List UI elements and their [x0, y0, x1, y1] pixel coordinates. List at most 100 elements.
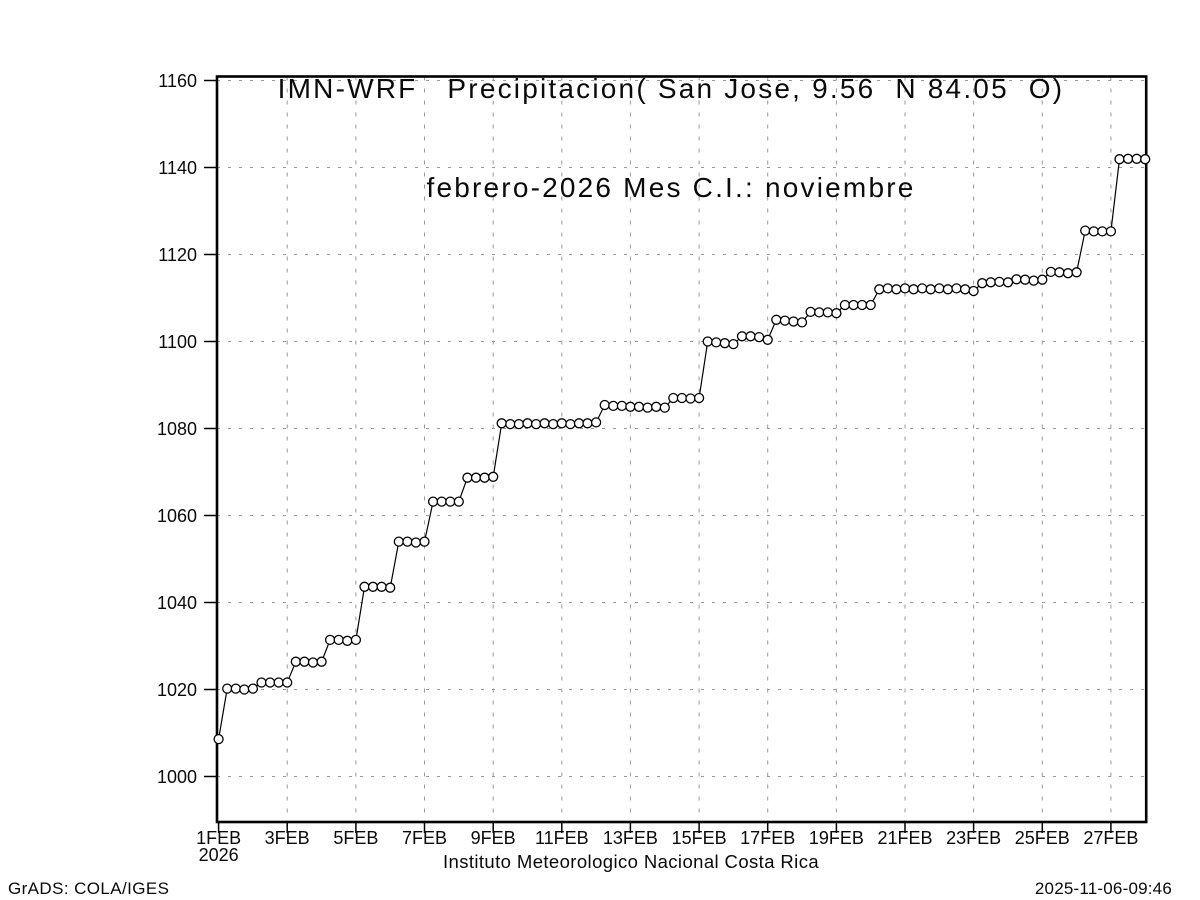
data-point [582, 418, 593, 429]
data-point [925, 284, 936, 295]
data-point [307, 657, 319, 668]
data-point [608, 400, 619, 412]
chart-title-line2: febrero-2026 Mes C.I.: noviembre [426, 172, 916, 203]
x-tick-label: 1FEB [196, 828, 241, 848]
data-point [1114, 154, 1125, 165]
data-point [968, 285, 979, 297]
data-point [788, 316, 799, 327]
data-point [410, 537, 422, 548]
data-point [753, 331, 765, 343]
y-tick-label: 1060 [157, 506, 197, 526]
data-point [530, 418, 542, 430]
data-point [222, 683, 233, 694]
data-point [1088, 226, 1099, 237]
data-point [668, 392, 679, 404]
data-point [273, 677, 284, 688]
data-point [427, 496, 439, 507]
x-tick-label: 11FEB [535, 828, 589, 848]
data-point [1122, 153, 1134, 164]
data-point [822, 307, 833, 318]
data-point [548, 418, 559, 430]
data-point [445, 496, 456, 507]
y-tick-label: 1160 [158, 71, 197, 91]
data-point [419, 536, 430, 547]
data-point [1019, 274, 1031, 285]
x-tick-label: 27FEB [1083, 828, 1138, 848]
data-point [282, 677, 293, 688]
data-point [385, 582, 396, 593]
data-point [1037, 274, 1048, 285]
data-point [462, 472, 473, 483]
chart-caption: Instituto Meteorologico Nacional Costa R… [442, 851, 820, 872]
data-point [771, 314, 782, 325]
data-point [1131, 153, 1142, 164]
data-point [719, 338, 730, 349]
data-point [565, 418, 576, 430]
data-point [856, 299, 868, 311]
data-point [865, 299, 876, 311]
data-point [436, 496, 447, 507]
data-point [728, 338, 739, 350]
x-tick-label: 13FEB [603, 828, 658, 848]
timestamp: 2025-11-06-09:46 [1034, 879, 1172, 898]
data-point [745, 331, 756, 342]
data-point [779, 315, 791, 326]
data-point [814, 307, 825, 318]
data-point [350, 634, 362, 646]
data-point [994, 276, 1005, 288]
data-point [891, 284, 902, 295]
data-point [762, 334, 773, 345]
data-point [402, 536, 413, 547]
y-tick-label: 1140 [158, 158, 197, 178]
data-point [247, 683, 259, 694]
data-point [573, 418, 585, 429]
y-tick-label: 1100 [158, 332, 197, 352]
data-point [848, 299, 859, 311]
data-point [393, 536, 404, 547]
data-point [1028, 275, 1039, 286]
data-point [367, 581, 379, 592]
chart-title: IMN-WRF Precipitacion( San Jose, 9.56 N … [278, 6, 1065, 270]
data-point [599, 399, 610, 411]
x-tick-label: 19FEB [809, 828, 864, 848]
x-year-label: 2026 [199, 845, 239, 865]
data-point [1062, 268, 1074, 279]
data-point [590, 417, 602, 428]
data-point [453, 496, 464, 507]
data-point [1105, 226, 1117, 237]
data-point [333, 634, 344, 646]
data-point [796, 317, 808, 328]
data-point [908, 284, 919, 295]
data-point [685, 393, 696, 404]
x-tick-label: 23FEB [946, 828, 1001, 848]
data-point [1140, 154, 1151, 165]
grads-credit: GrADS: COLA/IGES [8, 879, 170, 898]
data-point [959, 284, 971, 295]
x-tick-label: 25FEB [1015, 828, 1070, 848]
data-point [934, 283, 945, 294]
data-point [264, 677, 276, 688]
data-point [213, 733, 224, 745]
y-tick-label: 1020 [157, 680, 197, 700]
data-point [831, 308, 842, 319]
y-tick-label: 1120 [158, 245, 197, 265]
x-tick-label: 3FEB [265, 828, 310, 848]
data-point [505, 418, 516, 430]
data-point [951, 283, 962, 294]
data-point [513, 418, 525, 430]
data-point [702, 336, 713, 347]
data-point [290, 656, 301, 667]
data-point [316, 656, 327, 667]
data-point [625, 401, 636, 412]
x-tick-label: 9FEB [471, 828, 516, 848]
data-point [324, 634, 336, 646]
data-point [1097, 226, 1108, 237]
data-point [1080, 225, 1091, 236]
x-tick-label: 7FEB [402, 828, 447, 848]
data-point [299, 656, 310, 667]
data-point [239, 684, 250, 695]
chart-title-line1: IMN-WRF Precipitacion( San Jose, 9.56 N … [277, 73, 1065, 104]
data-point [642, 402, 653, 413]
